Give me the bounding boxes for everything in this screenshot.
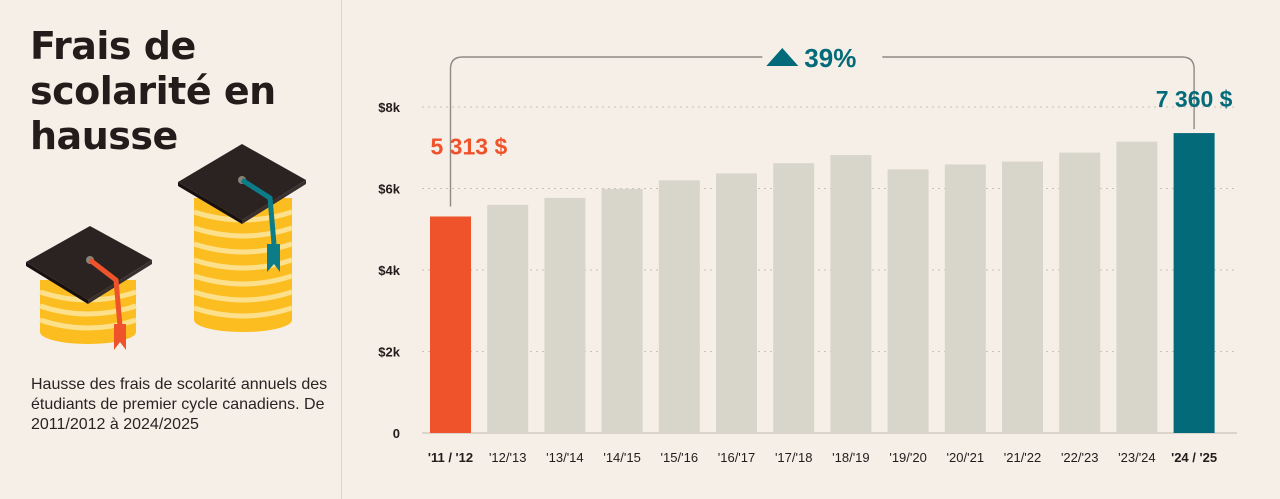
bar [1116, 141, 1158, 433]
graduation-cap-coins-illustration [26, 144, 306, 350]
y-tick-label: 0 [393, 426, 400, 441]
x-tick-label: '18/'19 [832, 450, 870, 465]
chart-area: 0 $2k $4k $6k $8k '11 / '12 '12/'13 '13/'14 '14/… [342, 0, 1280, 499]
bar [1002, 161, 1043, 434]
bar [1059, 152, 1101, 433]
y-tick-label: $2k [378, 345, 400, 360]
y-tick-label: $4k [378, 263, 400, 278]
bar [430, 216, 471, 433]
last-value-label: 7 360 $ [1156, 86, 1233, 112]
first-value-label: 5 313 $ [431, 133, 508, 159]
x-tick-label: '20/'21 [947, 450, 985, 465]
bar [716, 173, 757, 434]
x-tick-label: '23/'24 [1118, 450, 1156, 465]
bar [944, 164, 986, 433]
x-tick-label: '21/'22 [1004, 450, 1042, 465]
y-tick-label: $6k [378, 182, 400, 197]
bar-chart: 0 $2k $4k $6k $8k '11 / '12 '12/'13 '13/'14 '14/… [378, 43, 1237, 465]
x-tick-label: '14/'15 [603, 450, 641, 465]
y-tick-label: $8k [378, 100, 400, 115]
x-tick-label: '24 / '25 [1171, 450, 1217, 465]
bar [773, 163, 815, 434]
bar [1173, 133, 1215, 433]
x-tick-label: '12/'13 [489, 450, 527, 465]
x-tick-label: '19/'20 [889, 450, 927, 465]
small-graduation-cap-icon [26, 226, 152, 350]
change-percent-label: 39% [804, 43, 856, 73]
bar [830, 155, 872, 433]
bar [658, 180, 700, 433]
triangle-up-icon [766, 48, 799, 66]
page-title: Frais de scolarité en hausse [30, 24, 276, 158]
x-tick-label: '17/'18 [775, 450, 813, 465]
change-bracket-left [449, 56, 763, 207]
bar [887, 169, 929, 433]
x-tick-label: '13/'14 [546, 450, 584, 465]
x-tick-label: '22/'23 [1061, 450, 1099, 465]
change-bracket-right [882, 56, 1195, 130]
x-tick-label: '16/'17 [718, 450, 756, 465]
chart-description: Hausse des frais de scolarité annuels de… [31, 376, 328, 433]
left-panel: Frais de scolarité en hausse [0, 0, 341, 499]
bar [601, 188, 643, 433]
big-graduation-cap-icon [178, 144, 306, 272]
x-tick-label: '11 / '12 [428, 450, 473, 465]
bar [544, 197, 586, 433]
bar [487, 204, 529, 433]
x-tick-label: '15/'16 [661, 450, 699, 465]
panel-divider [341, 0, 342, 499]
